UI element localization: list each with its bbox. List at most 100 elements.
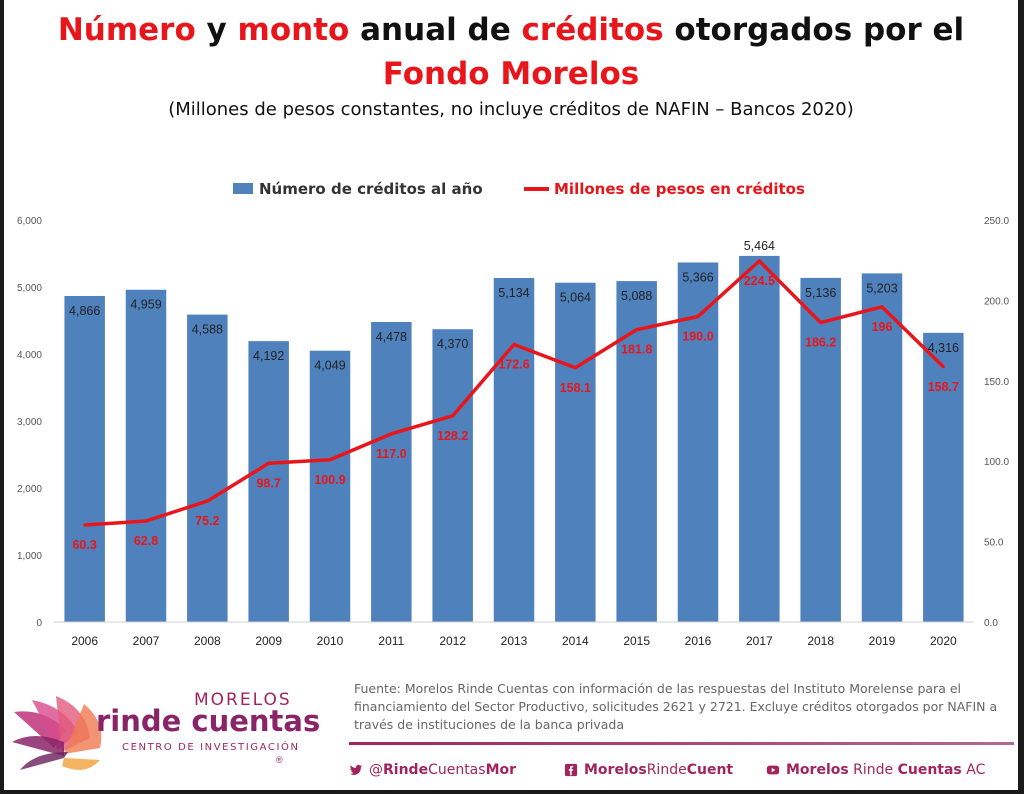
line-label-2010: 100.9	[314, 473, 345, 487]
y-left-tick: 3,000	[17, 417, 42, 428]
bar-label-2014: 5,064	[560, 291, 591, 305]
registered-mark: ®	[276, 755, 283, 765]
twitter-handle[interactable]: @RindeCuentasMor	[349, 762, 516, 778]
twitter-part1: Rinde	[383, 762, 429, 778]
title-part: monto	[237, 12, 350, 48]
youtube-channel[interactable]: Morelos Rinde Cuentas AC	[766, 762, 985, 778]
youtube-part4: AC	[961, 762, 986, 778]
y-left-tick: 6,000	[17, 216, 42, 227]
legend-swatch-bars	[233, 183, 253, 194]
line-point-2017	[757, 259, 761, 263]
line-point-2007	[144, 519, 148, 523]
line-label-2015: 181.8	[621, 343, 652, 357]
youtube-part3: Cuentas	[897, 762, 962, 778]
facebook-part2: Rinde	[646, 762, 687, 778]
line-label-2016: 190.0	[682, 329, 713, 343]
x-tick: 2018	[807, 634, 834, 648]
bar-label-2020: 4,316	[928, 341, 959, 355]
bar-2018	[800, 277, 841, 622]
title-part: otorgados por el	[663, 12, 965, 48]
y-left-tick: 0	[36, 618, 42, 629]
combo-chart: Número de créditos al año Millones de pes…	[17, 180, 1009, 648]
line-point-2012	[451, 414, 455, 418]
bar-2006	[64, 295, 105, 622]
footer-divider	[349, 742, 1014, 745]
line-label-2012: 128.2	[437, 429, 468, 443]
bar-label-2007: 4,959	[130, 298, 161, 312]
bar-2019	[861, 273, 903, 622]
chart-subtitle: (Millones de pesos constantes, no incluy…	[168, 99, 854, 120]
line-label-2020: 158.7	[928, 380, 959, 394]
chart-title-line2: Fondo Morelos	[382, 56, 640, 92]
bar-2016	[677, 262, 719, 622]
facebook-part3: Cuent	[686, 762, 734, 778]
bar-2014	[555, 282, 596, 622]
line-label-2014: 158.1	[560, 381, 591, 395]
youtube-icon	[766, 765, 780, 775]
title-part: Número	[57, 12, 196, 48]
line-point-2010	[328, 458, 332, 462]
source-note: Fuente: Morelos Rinde Cuentas con inform…	[354, 681, 998, 732]
title-part: anual de	[349, 12, 522, 48]
chart-title-line1: Número y monto anual de créditos otorgad…	[4, 10, 1018, 50]
twitter-icon	[349, 764, 363, 775]
line-point-2015	[635, 328, 639, 332]
title-part: y	[195, 12, 238, 48]
x-tick: 2014	[562, 634, 589, 648]
y-right-tick: 250.0	[984, 216, 1009, 227]
y-right-tick: 100.0	[984, 457, 1009, 468]
bar-2011	[371, 321, 412, 622]
line-label-2017: 224.5	[744, 274, 775, 288]
bar-2013	[493, 278, 535, 622]
line-label-2008: 75.2	[195, 514, 219, 528]
bar-2007	[125, 289, 167, 622]
line-point-2014	[573, 366, 577, 370]
y-left-tick: 1,000	[17, 551, 42, 562]
bar-label-2016: 5,366	[682, 270, 713, 284]
logo-fan-icon	[12, 696, 102, 770]
line-point-2006	[83, 523, 87, 527]
bar-label-2012: 4,370	[437, 337, 468, 351]
x-tick: 2008	[194, 634, 221, 648]
y-left-tick: 2,000	[17, 484, 42, 495]
logo-morelos-text: MORELOS	[194, 690, 292, 710]
bar-label-2010: 4,049	[314, 359, 345, 373]
bar-label-2011: 4,478	[376, 330, 407, 344]
x-tick: 2013	[501, 634, 528, 648]
bar-label-2018: 5,136	[805, 286, 836, 300]
y-left-tick: 5,000	[17, 283, 42, 294]
line-label-2009: 98.7	[256, 476, 280, 490]
bar-2020	[923, 332, 964, 622]
x-tick: 2006	[71, 634, 98, 648]
bar-2009	[248, 341, 289, 622]
facebook-part1: Morelos	[584, 762, 647, 778]
x-tick: 2016	[685, 634, 712, 648]
bar-label-2017: 5,464	[744, 239, 775, 253]
line-point-2020	[941, 365, 945, 369]
line-label-2013: 172.6	[498, 357, 529, 371]
y-right-tick: 50.0	[984, 538, 1004, 549]
x-tick: 2007	[133, 634, 160, 648]
line-point-2013	[512, 342, 516, 346]
title-part: créditos	[521, 12, 664, 48]
line-label-2019: 196	[872, 320, 893, 334]
line-point-2016	[696, 314, 700, 318]
logo-centro-text: CENTRO DE INVESTIGACIÓN	[122, 742, 300, 753]
x-tick: 2015	[623, 634, 650, 648]
x-tick: 2017	[746, 634, 773, 648]
x-tick: 2011	[378, 634, 404, 648]
bar-label-2008: 4,588	[192, 323, 223, 337]
bar-2015	[616, 281, 657, 622]
youtube-part1: Morelos	[786, 762, 849, 778]
bar-2008	[187, 314, 228, 622]
x-tick: 2020	[930, 634, 957, 648]
bar-2012	[432, 329, 473, 622]
x-tick: 2019	[869, 634, 896, 648]
logo-rinde-cuentas-text: rinde cuentas	[96, 704, 321, 738]
facebook-page[interactable]: MorelosRindeCuent	[564, 762, 733, 778]
twitter-at: @	[369, 762, 383, 778]
line-point-2009	[267, 461, 271, 465]
bar-label-2009: 4,192	[253, 349, 284, 363]
bar-label-2015: 5,088	[621, 289, 652, 303]
page: Número y monto anual de créditos otorgad…	[4, 0, 1018, 790]
